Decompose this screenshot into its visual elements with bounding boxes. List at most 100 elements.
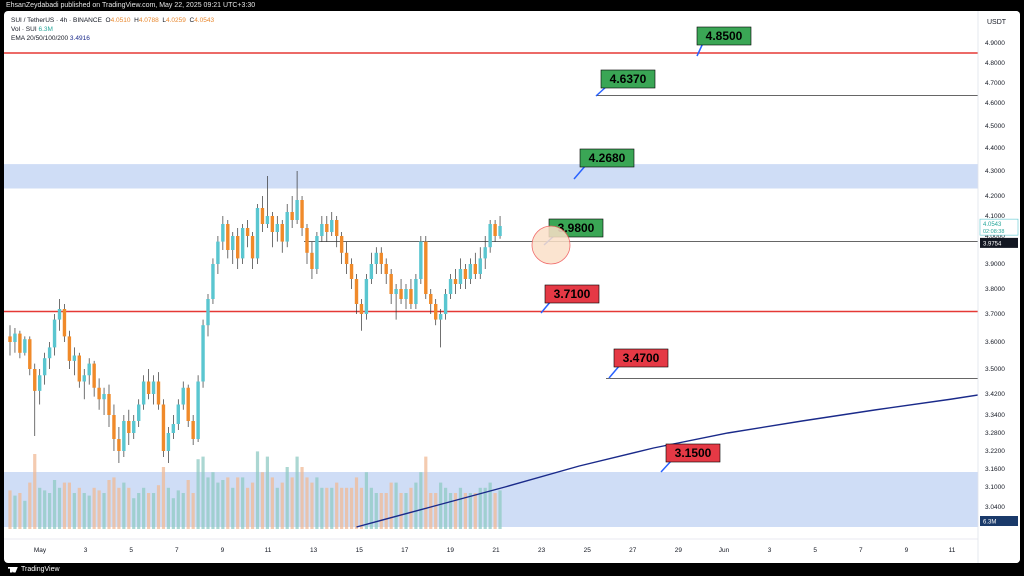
candle <box>260 196 265 232</box>
volume-bar <box>147 493 151 529</box>
candle-body <box>23 339 27 353</box>
candle <box>127 409 131 445</box>
volume-bar <box>231 487 235 529</box>
callout-box[interactable] <box>696 26 752 46</box>
volume-bar <box>394 482 398 529</box>
candle-body <box>122 421 126 451</box>
candle <box>280 220 284 253</box>
volume-bar <box>142 487 146 529</box>
candle-body <box>285 212 289 242</box>
candle-body <box>82 375 86 382</box>
callout-box[interactable] <box>544 284 600 304</box>
callout-price-label: 4.6370 <box>610 72 647 86</box>
candle-body <box>275 224 279 232</box>
volume-bar <box>156 485 161 529</box>
callout-box[interactable] <box>579 148 635 168</box>
open-value: 4.0510 <box>110 17 131 24</box>
candle-body <box>339 236 344 253</box>
volume-bar <box>161 467 166 529</box>
time-tick-label: May <box>34 547 47 554</box>
candle <box>404 284 408 309</box>
volume-bar <box>87 495 91 529</box>
volume-bar <box>290 477 294 529</box>
candle-body <box>166 433 171 451</box>
volume-bar <box>23 500 27 529</box>
candle <box>389 269 393 304</box>
volume-bar <box>379 493 383 529</box>
time-tick-label: 11 <box>949 547 956 554</box>
level-callout[interactable]: 4.6370 <box>595 69 656 97</box>
candle-body <box>478 258 482 274</box>
price-tick-label: 3.2200 <box>985 448 1005 455</box>
candle <box>448 274 453 299</box>
candle-body <box>245 228 250 236</box>
candle <box>443 289 448 320</box>
candle <box>498 216 502 239</box>
countdown-label: 02:08:38 <box>983 229 1004 235</box>
volume-bar <box>320 487 324 529</box>
volume-bar <box>226 477 230 529</box>
volume-bar <box>206 477 210 529</box>
candle-body <box>156 381 161 405</box>
candle <box>171 415 176 439</box>
level-callout[interactable]: 4.2680 <box>573 148 635 180</box>
price-zone <box>4 164 978 189</box>
candle-body <box>463 269 468 279</box>
candle-body <box>18 333 22 353</box>
volume-bar <box>345 487 349 529</box>
callout-box[interactable] <box>613 348 669 368</box>
volume-bar <box>196 459 200 529</box>
price-tick-label: 3.4200 <box>985 391 1005 398</box>
chart-panel[interactable]: 4.8500 4.6370 4.2680 3.9800 3.7100 3.4700 3.15… <box>4 11 1020 563</box>
candle-body <box>488 224 492 248</box>
price-tick-label: 4.6000 <box>985 100 1005 107</box>
volume-bar <box>270 477 274 529</box>
volume-bar <box>349 487 354 529</box>
candle <box>399 279 403 304</box>
publish-line: EhsanZeydabadi published on TradingView.… <box>6 2 256 9</box>
candle-body <box>211 264 215 299</box>
level-callout[interactable]: 3.4700 <box>608 348 669 379</box>
candle <box>77 352 81 388</box>
price-chart[interactable]: 4.8500 4.6370 4.2680 3.9800 3.7100 3.4700 3.15… <box>4 11 1020 563</box>
legend-ema-row[interactable]: EMA 20/50/100/200 3.4916 <box>11 34 214 43</box>
candle-body <box>181 387 185 405</box>
volume-badge-label: 6.3M <box>983 520 996 526</box>
candle-body <box>72 355 77 361</box>
volume-bar <box>8 490 12 529</box>
candle <box>137 399 141 427</box>
candle <box>354 274 359 314</box>
candle <box>255 204 260 264</box>
candle <box>102 387 106 415</box>
volume-bar <box>127 487 131 529</box>
highlight-circle <box>531 225 571 265</box>
level-callout[interactable]: 4.8500 <box>696 26 752 57</box>
candle <box>141 375 146 410</box>
callout-box[interactable] <box>600 69 656 89</box>
symbol-label[interactable]: SUI / TetherUS · 4h · BINANCE <box>11 17 102 24</box>
candle <box>176 399 180 430</box>
level-callout[interactable]: 3.7100 <box>540 284 600 314</box>
level-callout[interactable]: 3.1500 <box>660 443 721 473</box>
candle <box>201 319 205 388</box>
volume-bar <box>453 493 458 529</box>
candle-body <box>52 319 57 348</box>
candle-body <box>384 264 388 274</box>
candle-body <box>419 241 423 279</box>
ema-value: 3.4916 <box>69 35 90 42</box>
callout-box[interactable] <box>665 443 721 463</box>
candle <box>483 236 487 269</box>
candle-body <box>132 421 136 433</box>
candle-body <box>226 224 230 250</box>
volume-bar <box>250 482 255 529</box>
volume-bar <box>92 487 96 529</box>
callout-price-label: 3.9800 <box>558 221 595 235</box>
candle-body <box>141 381 146 405</box>
candle <box>181 381 185 410</box>
candle <box>33 363 37 436</box>
volume-bar <box>18 493 22 529</box>
legend-volume-row[interactable]: Vol · SUI 6.3M <box>11 25 214 34</box>
candle <box>290 196 294 228</box>
price-levels <box>4 52 978 379</box>
candle-body <box>186 387 190 421</box>
